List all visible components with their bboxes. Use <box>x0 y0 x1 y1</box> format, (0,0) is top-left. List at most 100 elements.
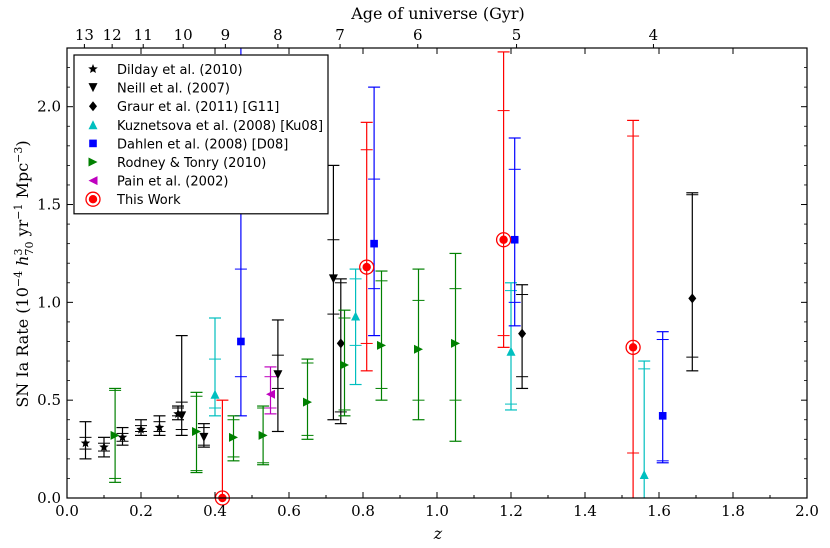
top-tick-label-7: 6 <box>413 26 423 44</box>
x-tick-label-4: 0.8 <box>351 502 375 520</box>
x-tick-label-7: 1.4 <box>573 502 597 520</box>
x-tick-label-3: 0.6 <box>277 502 301 520</box>
top-tick-label-3: 10 <box>174 26 193 44</box>
y-axis-title: SN Ia Rate (10−4 h370 yr−1 Mpc−3) <box>12 140 36 407</box>
legend-marker-4 <box>89 139 97 148</box>
point-0-2 <box>117 432 128 442</box>
series-1 <box>175 164 340 448</box>
top-axis-title: Age of universe (Gyr) <box>350 4 525 23</box>
point-3-2 <box>506 346 516 356</box>
legend-box <box>73 54 329 215</box>
y-tick-label-3: 1.5 <box>37 196 61 214</box>
point-3-3 <box>639 470 649 480</box>
point-7-3 <box>628 343 638 352</box>
y-tick-label-1: 0.5 <box>37 391 61 409</box>
y-title-h-sub: 70 <box>23 242 36 256</box>
point-5-4 <box>303 397 312 407</box>
legend-marker-3 <box>88 120 98 130</box>
legend-marker-0 <box>88 64 98 74</box>
point-5-6 <box>377 340 386 350</box>
point-2-1 <box>518 328 527 339</box>
series-6 <box>264 366 277 415</box>
legend-marker-7 <box>88 195 98 204</box>
y-title-exp1: −4 <box>12 271 25 287</box>
point-2-2 <box>688 293 697 304</box>
series-5 <box>109 252 462 483</box>
legend-label-3: Kuznetsova et al. (2008) [Ku08] <box>117 119 323 134</box>
series-0 <box>79 405 184 460</box>
point-5-7 <box>414 344 423 354</box>
legend: Dilday et al. (2010) Neill et al. (2007) G… <box>73 54 329 215</box>
legend-marker-7-ring <box>85 191 101 207</box>
legend-label-2: Graur et al. (2011) [G11] <box>117 100 279 115</box>
y-title-h-sup: 3 <box>12 249 25 256</box>
legend-label-5: Rodney & Tonry (2010) <box>117 156 266 171</box>
point-2-0 <box>336 338 345 349</box>
legend-label-7: This Work <box>116 193 181 208</box>
point-4-0 <box>237 337 245 346</box>
y-title-exp3: −3 <box>12 147 25 163</box>
plot-area <box>79 48 699 506</box>
x-tick-label-10: 2.0 <box>795 502 819 520</box>
legend-marker-2 <box>89 101 97 112</box>
y-title-yr: yr <box>13 219 32 237</box>
point-5-5 <box>340 360 349 370</box>
point-3-0 <box>210 389 220 399</box>
series-3 <box>209 268 651 498</box>
point-7-1-ring <box>359 259 375 275</box>
point-1-1 <box>199 432 209 442</box>
y-tick-label-2: 1.0 <box>37 293 61 311</box>
point-7-2-ring <box>495 232 512 248</box>
x-tick-label-2: 0.4 <box>203 502 227 520</box>
series-7 <box>214 51 641 506</box>
y-title-prefix: SN Ia Rate (10 <box>13 287 32 408</box>
y-title-h: h <box>13 256 32 266</box>
y-title-close: ) <box>13 140 32 146</box>
point-6-0 <box>266 389 275 399</box>
legend-label-6: Pain et al. (2002) <box>117 175 229 190</box>
point-1-2 <box>273 370 283 380</box>
legend-marker-5 <box>88 157 98 167</box>
top-tick-label-8: 5 <box>512 26 522 44</box>
top-tick-label-9: 4 <box>649 26 659 44</box>
y-title-mpc: Mpc <box>13 163 32 199</box>
x-tick-label-9: 1.8 <box>721 502 745 520</box>
top-tick-label-0: 13 <box>75 26 94 44</box>
x-tick-label-5: 1.0 <box>425 502 449 520</box>
point-0-5 <box>173 408 183 418</box>
x-tick-label-0: 0.0 <box>55 502 79 520</box>
point-7-2 <box>499 235 508 244</box>
point-0-0 <box>80 438 91 448</box>
legend-label-4: Dahlen et al. (2008) [D08] <box>117 137 288 152</box>
point-5-1 <box>192 426 201 436</box>
y-tick-label-0: 0.0 <box>37 489 61 507</box>
point-4-2 <box>510 235 519 244</box>
point-5-8 <box>451 338 460 348</box>
point-7-1 <box>362 262 371 272</box>
point-3-1 <box>351 311 361 321</box>
x-tick-label-8: 1.6 <box>647 502 671 520</box>
point-1-0 <box>177 411 187 421</box>
y-tick-label-4: 2.0 <box>37 98 61 116</box>
point-5-3 <box>258 430 268 440</box>
point-5-2 <box>229 432 238 442</box>
axes: 0.0 0.2 0.4 0.6 0.8 1.0 1.2 1.4 1.6 1.8 2.0 0.0 0.5 1… <box>37 26 819 520</box>
point-0-3 <box>136 424 146 434</box>
legend-label-1: Neill et al. (2007) <box>117 82 230 97</box>
top-tick-label-5: 8 <box>273 26 283 44</box>
point-7-3-ring <box>625 339 641 355</box>
top-tick-label-1: 12 <box>103 26 122 44</box>
legend-marker-1 <box>88 83 98 93</box>
point-1-3 <box>328 274 338 284</box>
point-0-1 <box>99 442 109 452</box>
point-4-1 <box>370 239 378 248</box>
series-2 <box>334 192 699 425</box>
x-tick-label-1: 0.2 <box>129 502 153 520</box>
y-title-exp2: −1 <box>12 204 25 220</box>
top-tick-label-4: 9 <box>221 26 231 44</box>
x-tick-label-6: 1.2 <box>499 502 523 520</box>
x-axis-title: z <box>433 524 443 543</box>
top-tick-label-6: 7 <box>335 26 345 44</box>
point-4-3 <box>658 412 667 420</box>
